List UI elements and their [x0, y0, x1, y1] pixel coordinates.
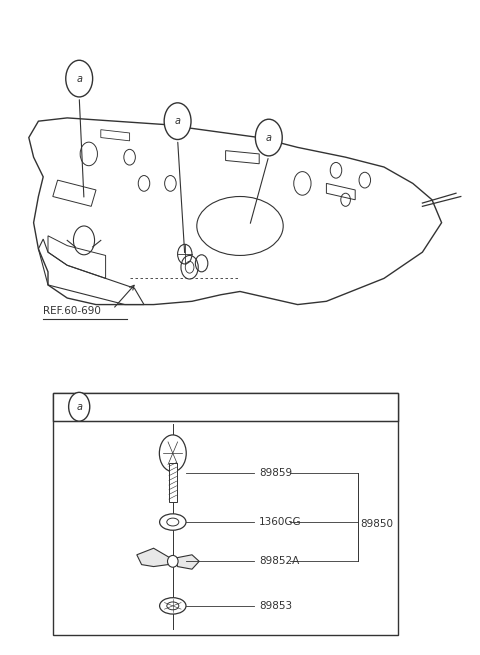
Text: a: a: [76, 73, 82, 84]
Text: 89852A: 89852A: [259, 556, 300, 567]
Text: 89853: 89853: [259, 601, 292, 611]
Bar: [169, 463, 177, 502]
Circle shape: [159, 435, 186, 472]
Ellipse shape: [159, 597, 186, 614]
Ellipse shape: [167, 518, 179, 526]
Polygon shape: [137, 548, 170, 567]
Text: a: a: [76, 402, 82, 412]
Ellipse shape: [168, 555, 178, 567]
Polygon shape: [175, 555, 199, 569]
Text: REF.60-690: REF.60-690: [43, 306, 101, 316]
Circle shape: [69, 392, 90, 421]
Text: 1360GG: 1360GG: [259, 517, 302, 527]
Ellipse shape: [159, 514, 186, 530]
Circle shape: [164, 103, 191, 140]
Bar: [53, 393, 398, 421]
Text: 89850: 89850: [360, 519, 393, 529]
Text: a: a: [175, 116, 180, 126]
Text: 89859: 89859: [259, 468, 292, 478]
Ellipse shape: [167, 602, 179, 610]
Circle shape: [255, 119, 282, 156]
Circle shape: [66, 60, 93, 97]
Text: a: a: [266, 132, 272, 143]
